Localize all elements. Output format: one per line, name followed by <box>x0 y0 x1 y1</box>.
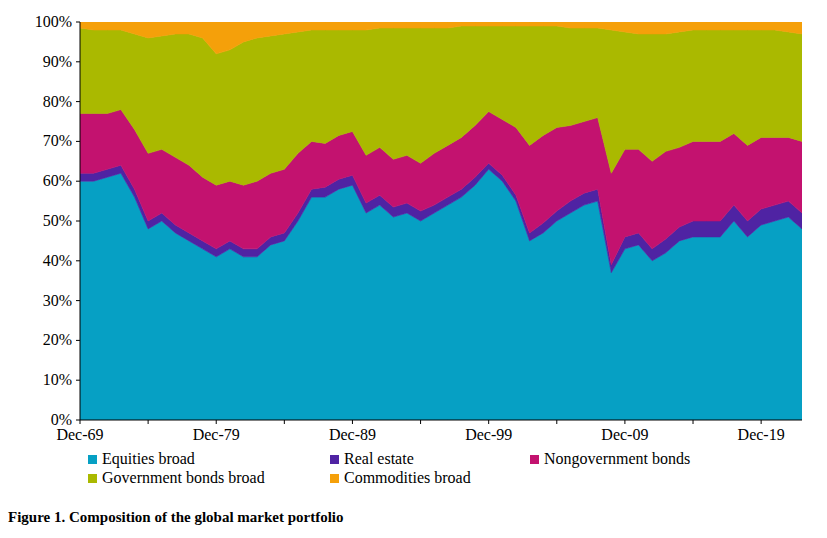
x-tick <box>488 420 489 424</box>
y-tick-label: 100% <box>35 13 72 30</box>
x-tick-label: Dec-89 <box>329 426 376 443</box>
x-tick <box>352 420 353 424</box>
x-tick-label: Dec-09 <box>601 426 648 443</box>
legend-label: Commodities broad <box>344 469 471 486</box>
y-tick <box>76 300 80 301</box>
y-tick <box>76 141 80 142</box>
legend-swatch <box>88 455 97 464</box>
legend-swatch <box>330 474 339 483</box>
y-tick-label: 20% <box>43 331 72 348</box>
legend-label: Government bonds broad <box>102 469 265 486</box>
legend-label: Nongovernment bonds <box>544 450 690 468</box>
x-tick <box>80 420 81 424</box>
y-tick <box>76 221 80 222</box>
x-axis-line <box>80 420 802 421</box>
x-tick <box>761 420 762 424</box>
y-tick <box>76 181 80 182</box>
chart-title: Figure 1. Composition of the global mark… <box>8 509 344 525</box>
x-tick <box>556 420 557 424</box>
x-tick <box>693 420 694 424</box>
x-tick <box>420 420 421 424</box>
y-tick <box>76 22 80 23</box>
x-tick-label: Dec-79 <box>193 426 240 443</box>
chart-svg: 0%10%20%30%40%50%60%70%80%90%100%Dec-69D… <box>0 0 827 538</box>
chart-container: 0%10%20%30%40%50%60%70%80%90%100%Dec-69D… <box>0 0 827 538</box>
y-tick-label: 80% <box>43 93 72 110</box>
y-tick-label: 60% <box>43 172 72 189</box>
legend-label: Equities broad <box>102 450 195 468</box>
plot-area <box>80 22 802 420</box>
legend-swatch <box>530 455 539 464</box>
y-tick <box>76 420 80 421</box>
y-tick <box>76 101 80 102</box>
y-tick-label: 40% <box>43 252 72 269</box>
y-tick-label: 10% <box>43 371 72 388</box>
x-tick <box>148 420 149 424</box>
y-tick <box>76 340 80 341</box>
legend-swatch <box>88 474 97 483</box>
y-tick-label: 50% <box>43 212 72 229</box>
area-series <box>80 22 802 54</box>
y-tick-label: 70% <box>43 132 72 149</box>
x-tick <box>284 420 285 424</box>
y-tick-label: 30% <box>43 292 72 309</box>
legend-label: Real estate <box>344 450 414 467</box>
x-tick-label: Dec-99 <box>465 426 512 443</box>
area-series <box>80 26 802 185</box>
x-tick <box>624 420 625 424</box>
x-tick-label: Dec-19 <box>738 426 785 443</box>
legend-swatch <box>330 455 339 464</box>
y-tick <box>76 260 80 261</box>
x-tick <box>216 420 217 424</box>
y-tick <box>76 380 80 381</box>
y-tick-label: 90% <box>43 53 72 70</box>
x-tick-label: Dec-69 <box>56 426 103 443</box>
y-tick <box>76 61 80 62</box>
